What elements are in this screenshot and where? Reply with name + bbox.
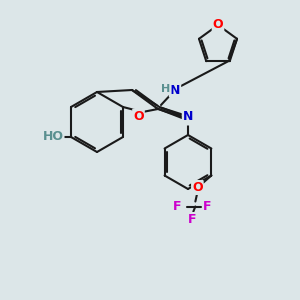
Text: O: O bbox=[184, 112, 194, 124]
Text: O: O bbox=[192, 181, 203, 194]
Text: F: F bbox=[173, 200, 182, 213]
Text: O: O bbox=[133, 110, 144, 122]
Text: N: N bbox=[183, 110, 193, 124]
Text: O: O bbox=[213, 19, 223, 32]
Text: HO: HO bbox=[43, 130, 64, 143]
Text: F: F bbox=[203, 200, 212, 213]
Text: H: H bbox=[161, 84, 171, 94]
Text: N: N bbox=[170, 83, 180, 97]
Text: F: F bbox=[188, 213, 196, 226]
